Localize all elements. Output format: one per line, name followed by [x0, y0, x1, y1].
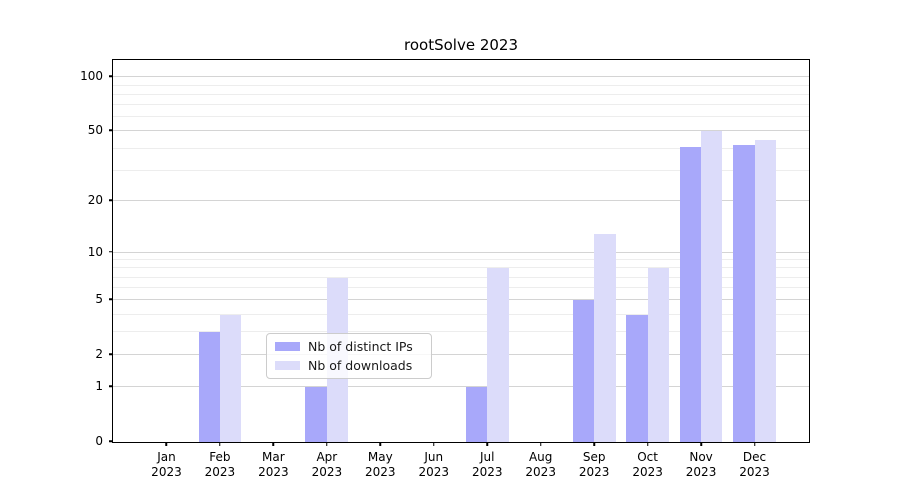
legend-label-distinct-ips: Nb of distinct IPs: [308, 339, 413, 354]
gridline-30: [113, 169, 809, 171]
chart-title: rootSolve 2023: [404, 36, 518, 54]
gridline-60: [113, 116, 809, 118]
x-tick-mark-0: [165, 442, 168, 446]
bar-jul-distinct-ips: [465, 387, 488, 442]
y-tick-mark-1: [109, 385, 113, 387]
x-tick-mark-11: [753, 442, 756, 446]
y-tick-mark-2: [109, 353, 113, 355]
gridline-70: [113, 104, 809, 106]
x-tick-mark-5: [433, 442, 435, 446]
x-tick-mark-4: [379, 442, 382, 446]
y-tick-mark-10: [109, 250, 113, 253]
x-tick-mark-9: [646, 442, 649, 446]
bar-dec-distinct-ips: [733, 144, 755, 442]
bar-sep-downloads: [594, 233, 616, 442]
y-tick-mark-5: [109, 298, 113, 301]
legend-item-downloads: Nb of downloads: [275, 358, 423, 373]
x-tick-label-6: Jul 2023: [471, 450, 503, 479]
bar-feb-distinct-ips: [198, 332, 220, 442]
gridline-3: [113, 331, 809, 333]
gridline-5: [113, 299, 809, 301]
x-tick-label-0: Jan 2023: [151, 450, 182, 479]
legend-swatch-distinct-ips: [275, 342, 300, 351]
gridline-6: [113, 287, 809, 289]
x-tick-mark-10: [700, 442, 702, 446]
x-tick-label-10: Nov 2023: [685, 450, 717, 479]
bar-feb-downloads: [219, 314, 242, 442]
y-tick-mark-100: [109, 75, 113, 78]
legend-item-distinct-ips: Nb of distinct IPs: [275, 339, 423, 354]
plot-area: 0 1 2 5 10 20 50 100 Jan 2023 Feb 2023 Mar 2023 Ap…: [80, 59, 810, 479]
x-tick-label-8: Sep 2023: [578, 450, 610, 479]
x-tick-label-7: Aug 2023: [525, 450, 556, 479]
y-tick-label-10: 10: [87, 244, 103, 259]
y-tick-label-0: 0: [95, 434, 103, 448]
gridline-90: [113, 84, 809, 86]
x-tick-mark-7: [539, 442, 542, 446]
y-tick-label-100: 100: [80, 69, 103, 84]
y-tick-label-5: 5: [95, 292, 103, 307]
y-tick-mark-20: [109, 199, 113, 202]
bar-apr-distinct-ips: [305, 387, 327, 442]
gridline-9: [113, 259, 809, 261]
x-tick-mark-6: [486, 442, 488, 446]
legend-swatch-downloads: [275, 361, 300, 370]
bar-oct-distinct-ips: [626, 314, 648, 442]
gridline-50: [113, 130, 809, 132]
gridline-20: [113, 200, 809, 202]
gridline-2: [113, 354, 809, 356]
y-tick-label-50: 50: [87, 123, 103, 138]
x-tick-label-1: Feb 2023: [204, 450, 236, 479]
x-tick-label-3: Apr 2023: [311, 450, 343, 479]
x-tick-label-5: Jun 2023: [418, 450, 450, 479]
bar-dec-downloads: [754, 139, 776, 442]
bar-nov-downloads: [701, 131, 723, 442]
y-tick-mark-0: [109, 440, 113, 442]
bar-oct-downloads: [647, 268, 669, 442]
legend: Nb of distinct IPs Nb of downloads: [266, 333, 432, 379]
gridline-100: [113, 76, 809, 78]
gridline-1: [113, 386, 809, 388]
y-tick-label-2: 2: [95, 347, 103, 362]
x-tick-mark-8: [593, 442, 595, 446]
bar-sep-distinct-ips: [572, 300, 595, 442]
gridline-8: [113, 267, 809, 269]
x-tick-label-2: Mar 2023: [258, 450, 289, 479]
gridline-80: [113, 93, 809, 95]
x-tick-label-9: Oct 2023: [632, 450, 663, 479]
y-tick-label-1: 1: [95, 379, 103, 394]
x-tick-label-4: May 2023: [365, 450, 396, 479]
y-tick-mark-50: [109, 129, 113, 132]
bar-jul-downloads: [487, 268, 509, 442]
x-tick-mark-2: [272, 442, 275, 446]
legend-label-downloads: Nb of downloads: [308, 358, 413, 373]
gridline-4: [113, 313, 809, 315]
x-tick-mark-1: [219, 442, 221, 446]
gridline-40: [113, 147, 809, 149]
bar-nov-distinct-ips: [679, 146, 702, 442]
gridline-10: [113, 251, 809, 253]
x-tick-mark-3: [326, 442, 328, 446]
x-tick-label-11: Dec 2023: [739, 450, 770, 479]
gridline-7: [113, 276, 809, 278]
y-tick-label-20: 20: [87, 193, 103, 208]
